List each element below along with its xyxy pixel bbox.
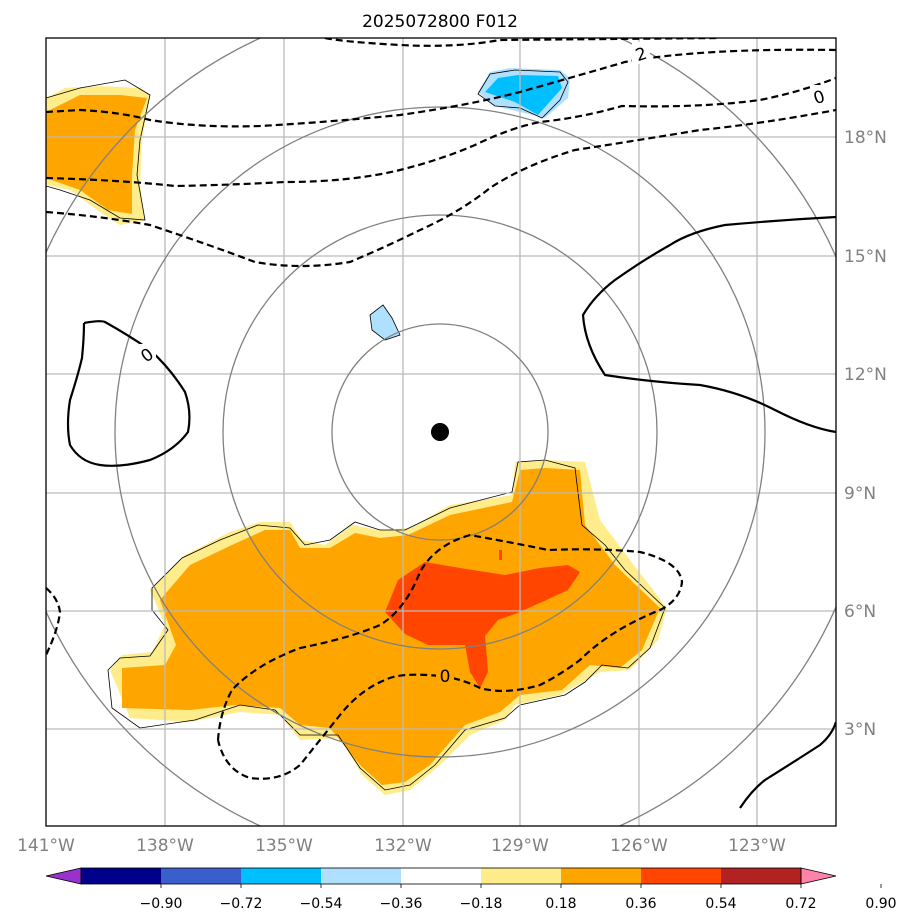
positive-anomaly-outline-south <box>107 459 666 791</box>
lon-label-132w: 132°W <box>374 836 432 856</box>
map-title: 2025072800 F012 <box>362 12 518 32</box>
negative-anomaly-blue-north <box>485 75 562 115</box>
zero-contour-southeast <box>739 721 836 809</box>
lat-label-12n: 12°N <box>844 365 887 385</box>
contour-label-bg-1 <box>632 42 650 64</box>
colorbar: −0.90 −0.72 −0.54 −0.36 −0.18 0.18 0.36 0.54 0.7… <box>45 867 897 912</box>
dashed-contour-4 <box>46 108 836 268</box>
lon-label-126w: 126°W <box>610 836 668 856</box>
contour-label-0-south: 0 <box>440 667 451 687</box>
colorbar-segment <box>241 868 321 884</box>
colorbar-segment <box>721 868 801 884</box>
positive-anomaly-outline-northwest <box>46 79 151 221</box>
lat-label-6n: 6°N <box>844 602 876 622</box>
dashed-contour-south <box>216 533 684 780</box>
contour-label-bg-2 <box>810 85 828 107</box>
lat-label-9n: 9°N <box>844 484 876 504</box>
colorbar-frame <box>80 867 802 885</box>
lon-label-129w: 129°W <box>491 836 549 856</box>
positive-anomaly-orange-northwest <box>46 95 147 214</box>
lon-label-123w: 123°W <box>728 836 786 856</box>
colorbar-tick-label: −0.90 <box>140 896 183 912</box>
longitude-labels: 141°W 138°W 135°W 132°W 129°W 126°W 123°… <box>17 836 786 856</box>
negative-anomaly-light-small <box>369 304 401 341</box>
colorbar-segment <box>401 868 481 884</box>
colorbar-extend-min <box>45 867 82 885</box>
colorbar-segment <box>561 868 641 884</box>
negative-anomaly-outline-north <box>477 69 569 119</box>
positive-anomaly-red-south <box>385 562 580 688</box>
latitude-labels: 18°N 15°N 12°N 9°N 6°N 3°N <box>844 128 887 740</box>
contour-label-bg-3 <box>138 344 156 366</box>
solid-contours <box>66 215 836 809</box>
colorbar-segment <box>321 868 401 884</box>
colorbar-tick-label: 0.18 <box>545 896 576 912</box>
colorbar-segment <box>481 868 561 884</box>
lon-label-138w: 138°W <box>136 836 194 856</box>
colorbar-segment <box>161 868 241 884</box>
colorbar-tick-label: 0.36 <box>625 896 656 912</box>
colorbar-tick-label: −0.72 <box>220 896 263 912</box>
dashed-contour-top <box>324 38 721 47</box>
lon-label-135w: 135°W <box>255 836 313 856</box>
range-ring-2 <box>222 214 658 650</box>
colorbar-tick-label: −0.18 <box>460 896 503 912</box>
colorbar-tick-label: −0.36 <box>380 896 423 912</box>
colorbar-tick-label: 0.54 <box>705 896 736 912</box>
range-rings <box>46 38 836 826</box>
zero-contour-west <box>66 320 191 467</box>
plot-frame <box>45 37 837 827</box>
range-ring-1 <box>331 323 549 541</box>
lat-label-18n: 18°N <box>844 128 887 148</box>
colorbar-segment <box>641 868 721 884</box>
dashed-contour-west <box>46 587 62 656</box>
storm-center-marker <box>431 423 449 441</box>
lat-label-15n: 15°N <box>844 247 887 267</box>
colorbar-tick-label: −0.54 <box>300 896 343 912</box>
positive-anomaly-red-small <box>499 550 502 560</box>
dashed-contour-3 <box>46 76 836 188</box>
contour-label-bg-4 <box>436 666 454 688</box>
zero-contour-east <box>581 215 836 434</box>
colorbar-tick-label: 0.90 <box>865 896 896 912</box>
lon-label-141w: 141°W <box>17 836 75 856</box>
colorbar-extend-max <box>800 867 837 885</box>
lat-label-3n: 3°N <box>844 720 876 740</box>
range-ring-3 <box>114 106 766 758</box>
colorbar-tick-label: 0.72 <box>785 896 816 912</box>
plot-area: 2 0 0 0 <box>46 38 836 826</box>
colorbar-segment <box>81 868 161 884</box>
gridlines <box>46 38 836 826</box>
